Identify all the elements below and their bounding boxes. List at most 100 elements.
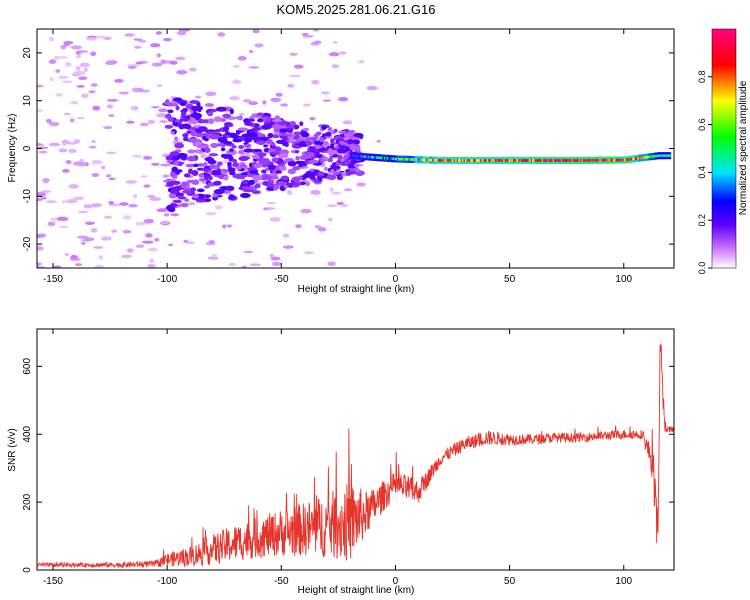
spectrogram-cell [451,159,454,162]
spectrogram-cell [627,158,630,161]
spectrogram-cell [235,115,242,120]
spectrogram-cell [240,156,251,160]
spectrogram-cell [58,225,69,229]
spectrogram-cell [343,188,352,192]
spectrogram-cell [314,40,322,45]
spectrogram-cell [213,188,225,195]
spectrogram-cell [631,157,634,161]
spectrogram-cell [238,149,245,155]
spectrogram-cell [147,247,158,252]
spectrogram-cell [269,253,275,258]
spectrogram-cell [62,80,73,84]
spectrogram-cell [518,159,521,162]
spectrogram-cell [534,159,537,162]
spectrogram-cell [60,44,67,50]
spectrogram-cell [547,159,550,162]
spectrogram-cell [353,154,356,158]
spectrogram-cell [331,64,340,69]
spectrogram-cell [377,156,380,159]
spectrogram-cell [575,159,578,162]
spectrogram-cell [61,200,67,204]
spectrogram-cell [640,156,643,160]
spectrogram-cell [184,198,190,202]
spectrogram-cell [667,154,670,157]
spectrogram-cell [330,168,335,174]
spectrogram-cell [467,159,470,162]
spectrogram-cell [212,196,218,201]
x-tick-label: 0 [393,576,399,587]
spectrogram-cell [641,156,644,160]
spectrogram-cell [195,95,201,99]
spectrogram-cell [37,143,44,147]
spectrogram-cell [475,159,478,162]
spectrogram-cell [287,160,297,167]
snr-series-line [37,343,674,570]
spectrogram-cell [248,179,255,186]
spectrogram-cell [192,194,200,199]
spectrogram-cell [202,168,211,172]
spectrogram-cell [384,156,387,160]
spectrogram-cell [257,152,267,157]
spectrogram-cell [653,154,656,158]
snr-panel: -150 -100 -50 0 50 100 0 200 400 600 Height of s… [7,328,675,596]
spectrogram-cell [80,93,89,98]
spectrogram-cell [180,202,189,208]
spectrogram-cell [338,130,347,134]
spectrogram-cell [287,83,295,88]
spectrogram-cell [37,84,44,88]
spectrogram-cell [189,100,200,104]
spectrogram-cell [132,194,138,199]
spectrogram-cell [91,159,103,165]
spectrogram-cell [76,54,82,59]
spectrogram-cell [187,149,196,154]
spectrogram-cell [284,133,292,137]
spectrogram-cell [308,136,319,141]
spectrogram-cell [217,161,223,166]
spectrogram-cell [73,70,86,75]
spectrogram-cell [130,106,139,111]
spectrogram-cell [149,197,162,201]
spectrogram-cell [209,164,216,170]
spectrogram-cell [366,85,378,91]
spectrogram-cell [159,120,168,123]
spectrogram-cell [449,159,452,162]
spectrogram-cell [62,141,68,146]
spectrogram-cell [574,159,577,162]
x-tick-label: -100 [157,576,177,587]
spectrogram-cell [322,99,332,102]
spectrogram-cell [503,159,506,162]
spectrogram-cell [49,36,55,42]
spectrogram-cell [105,174,112,178]
spectrogram-cell [95,35,108,39]
spectrogram-cell [605,158,608,162]
spectrogram-cell [208,175,213,181]
spectrogram-cell [269,217,281,222]
spectrogram-cell [84,221,96,225]
spectrogram-cell [40,196,47,200]
spectrogram-cell [198,177,207,182]
spectrogram-cell [182,136,189,142]
spectrogram-cell [321,125,327,130]
spectrogram-cell [92,105,101,111]
spectrogram-cell [93,246,104,249]
spectrogram-cell [596,158,599,162]
spectrogram-cell [147,194,156,198]
spectrogram-cell [431,158,434,162]
spectrogram-cell [368,155,371,159]
spectrogram-cell [313,133,320,138]
spectrogram-cell [358,60,365,64]
spectrogram-cell [156,113,168,118]
snr-y-label: SNR (v/v) [7,428,18,471]
spectrogram-cell [548,159,551,162]
spectrogram-cell [249,263,262,267]
spectrogram-cell [160,59,167,65]
spectrogram-cell [244,188,254,193]
spectrogram-cell [558,159,561,162]
spectrogram-cell [279,158,284,164]
spectrogram-cell [507,159,510,162]
spectrogram-cell [607,158,610,162]
spectrogram-cell [600,158,603,162]
spectrogram-cell [220,117,227,123]
spectrogram-cell [243,250,254,254]
